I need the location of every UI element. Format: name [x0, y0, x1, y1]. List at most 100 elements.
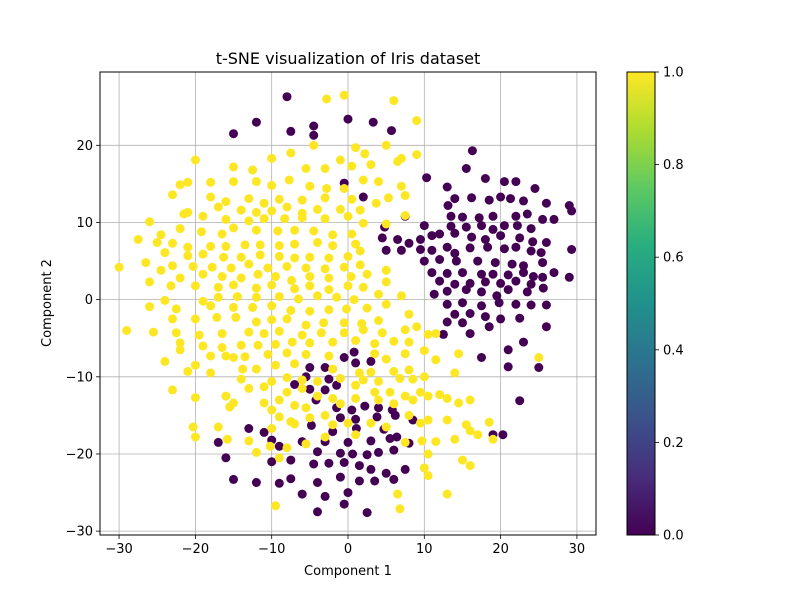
data-point-class-0 [416, 235, 425, 244]
data-point-class-1 [175, 180, 185, 190]
data-point-class-1 [232, 292, 242, 302]
data-point-class-1 [274, 251, 284, 261]
data-point-class-0 [443, 201, 453, 210]
data-point-class-1 [175, 273, 185, 283]
data-point-class-1 [251, 207, 261, 217]
data-point-class-0 [313, 478, 322, 487]
data-point-class-1 [194, 330, 204, 340]
data-point-class-0 [282, 92, 292, 102]
data-point-class-1 [339, 90, 349, 100]
data-point-class-1 [297, 195, 307, 205]
data-point-class-0 [511, 177, 521, 187]
data-point-class-1 [145, 302, 155, 312]
data-point-class-1 [320, 410, 330, 420]
data-point-class-1 [385, 387, 395, 397]
data-point-class-0 [499, 244, 509, 254]
data-point-class-1 [423, 329, 433, 339]
data-point-class-1 [293, 294, 303, 304]
data-point-class-1 [442, 489, 452, 499]
data-point-class-1 [286, 148, 296, 158]
data-point-class-1 [271, 272, 280, 281]
data-point-class-1 [290, 419, 300, 429]
data-point-class-1 [229, 223, 238, 233]
data-point-class-1 [301, 320, 311, 330]
data-point-class-1 [354, 368, 364, 378]
data-point-class-0 [549, 268, 559, 278]
data-point-class-1 [473, 430, 483, 440]
data-point-class-0 [251, 117, 261, 127]
data-point-class-0 [467, 232, 477, 242]
data-point-class-1 [274, 395, 284, 405]
data-point-class-1 [305, 413, 315, 423]
data-point-class-1 [366, 367, 376, 377]
data-point-class-0 [511, 211, 521, 221]
data-point-class-0 [306, 420, 316, 430]
data-point-class-0 [429, 289, 439, 299]
data-point-class-0 [511, 242, 521, 252]
data-point-class-1 [114, 262, 124, 272]
data-point-class-1 [362, 303, 372, 313]
data-point-class-1 [381, 354, 391, 364]
data-point-class-1 [412, 322, 422, 332]
data-point-class-1 [287, 275, 296, 285]
data-point-class-0 [343, 114, 353, 124]
data-point-class-1 [454, 349, 464, 359]
data-point-class-1 [213, 282, 223, 292]
data-point-class-0 [461, 164, 471, 173]
data-point-class-1 [236, 273, 246, 283]
data-point-class-0 [488, 269, 498, 279]
data-point-class-1 [183, 242, 193, 252]
data-point-class-1 [267, 206, 277, 216]
y-axis-ticks: −30 −20 −10 0 10 20 [66, 139, 100, 540]
data-point-class-1 [408, 374, 418, 384]
data-point-class-1 [301, 439, 311, 449]
data-point-class-0 [496, 192, 506, 202]
data-point-class-0 [305, 384, 315, 394]
data-point-class-1 [251, 364, 261, 374]
y-axis-label: Component 2 [40, 259, 55, 347]
data-point-class-0 [564, 272, 574, 282]
data-point-class-1 [343, 418, 353, 428]
data-point-class-0 [368, 117, 378, 127]
data-point-class-1 [423, 471, 433, 481]
data-point-class-1 [253, 340, 263, 350]
data-point-class-1 [355, 205, 365, 215]
data-point-class-1 [240, 240, 250, 250]
data-point-class-0 [530, 184, 540, 193]
data-point-class-0 [324, 374, 334, 384]
data-point-class-1 [236, 374, 246, 384]
data-point-class-0 [567, 245, 577, 254]
data-point-class-1 [339, 262, 349, 272]
data-point-class-0 [541, 198, 551, 208]
data-point-class-1 [168, 385, 177, 395]
data-point-class-0 [358, 192, 368, 202]
data-point-class-0 [320, 491, 330, 501]
data-point-class-1 [267, 424, 277, 433]
data-point-class-1 [316, 328, 326, 338]
data-point-class-1 [188, 422, 198, 432]
data-point-class-1 [236, 340, 246, 350]
data-point-class-1 [207, 262, 217, 272]
data-point-class-0 [213, 437, 223, 447]
data-point-class-0 [442, 317, 452, 327]
data-point-class-1 [358, 325, 368, 335]
data-point-class-0 [419, 256, 429, 266]
data-point-class-1 [244, 383, 254, 393]
data-point-class-0 [366, 464, 376, 474]
data-point-class-1 [229, 302, 238, 312]
data-point-class-1 [328, 364, 338, 374]
data-point-class-1 [301, 263, 311, 273]
data-point-class-1 [347, 194, 357, 204]
colorbar-tick-label: 0.2 [663, 436, 684, 451]
data-point-class-1 [381, 299, 391, 309]
data-point-class-0 [499, 177, 509, 187]
data-point-class-1 [274, 241, 284, 251]
data-point-class-0 [519, 268, 528, 278]
data-point-class-0 [442, 299, 452, 309]
data-point-class-1 [160, 248, 170, 258]
data-point-class-1 [206, 368, 216, 378]
data-point-class-1 [358, 175, 368, 185]
data-point-class-0 [507, 259, 517, 269]
data-point-class-1 [465, 426, 475, 436]
data-points [114, 90, 577, 518]
